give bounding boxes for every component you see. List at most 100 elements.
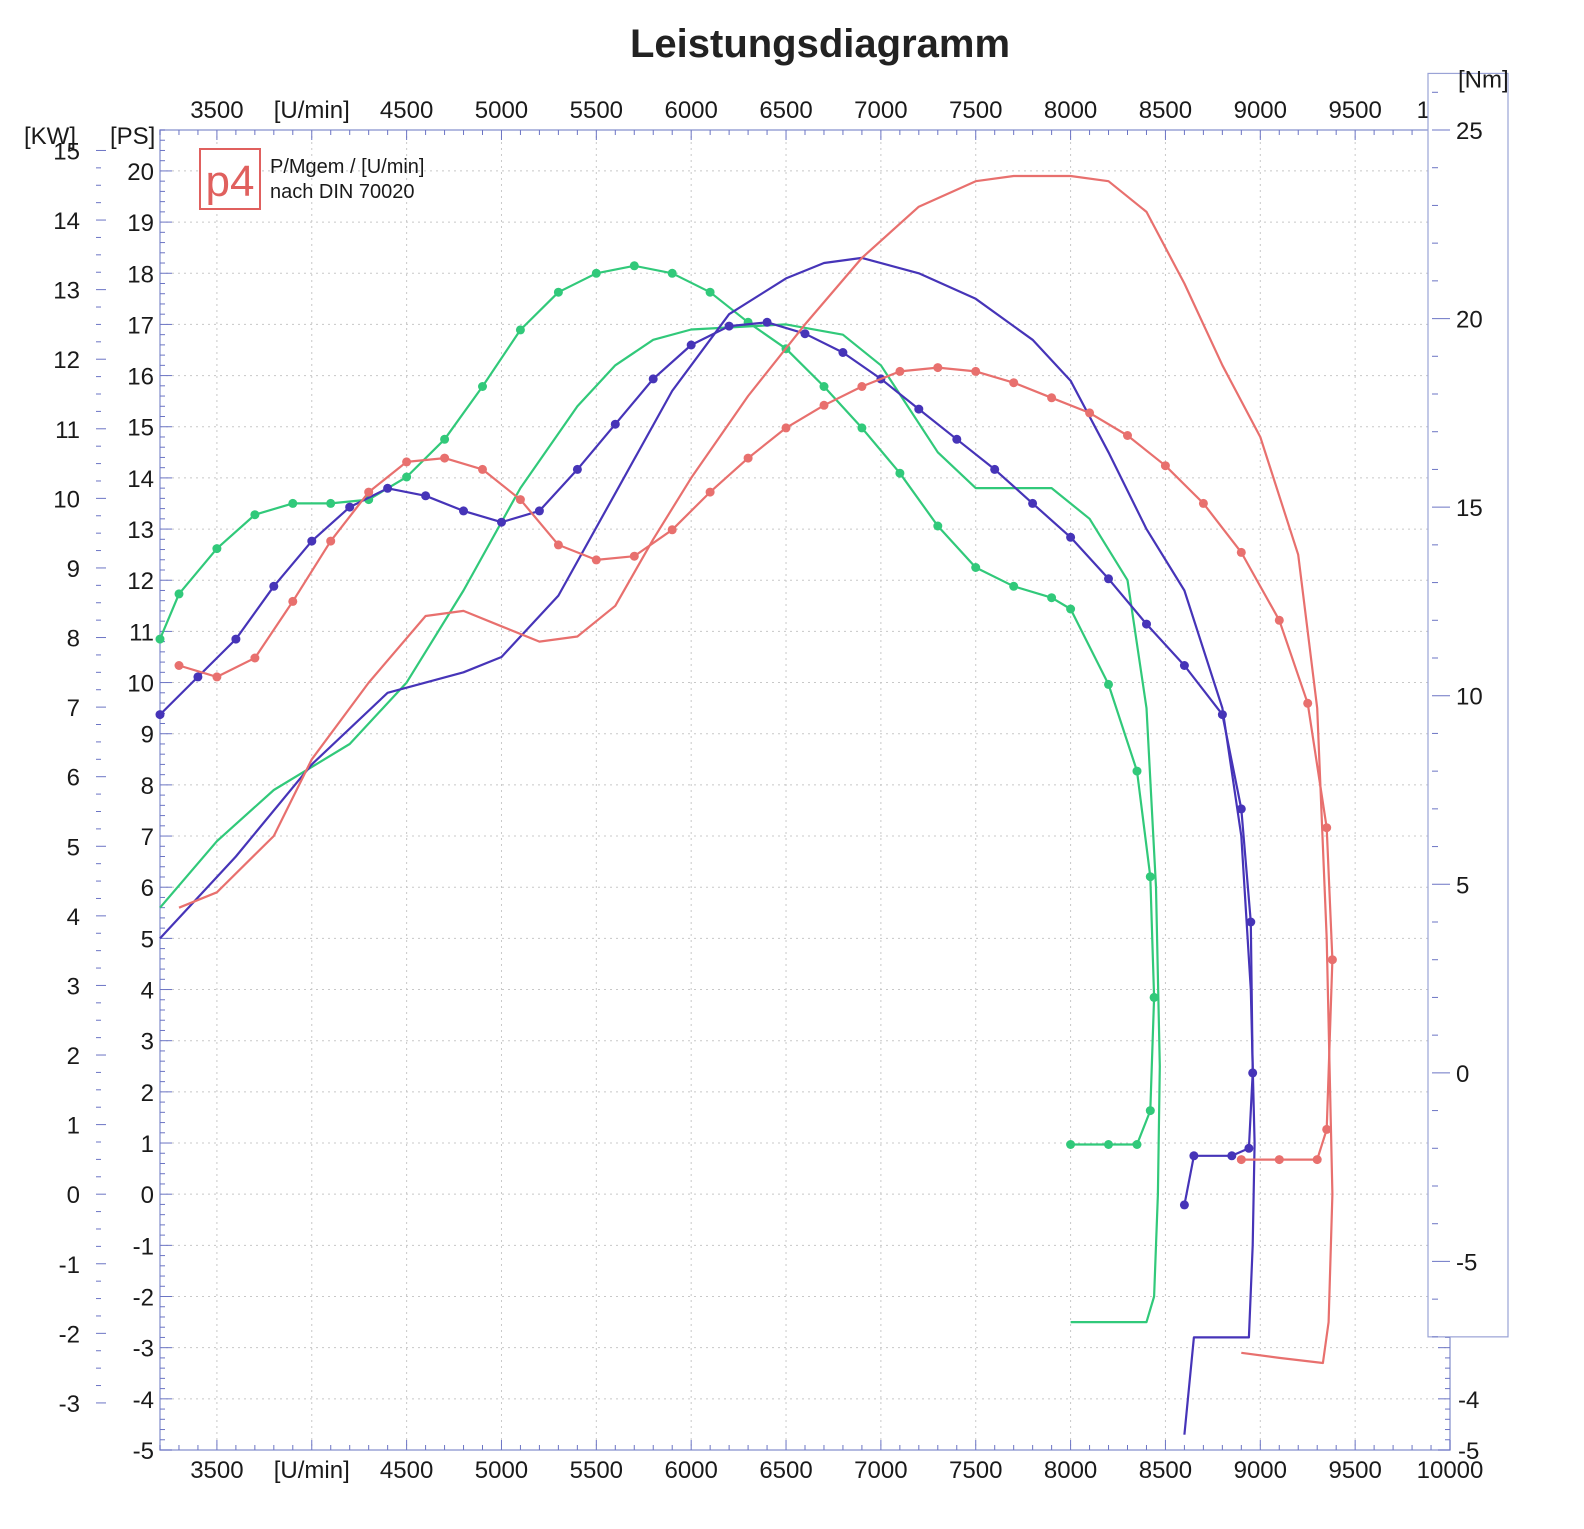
ps-tick-label-left: 6 [141,875,154,902]
chart-title: Leistungsdiagramm [629,22,1011,66]
torque-point-2 [933,363,943,373]
torque-point-1 [383,483,393,493]
ps-tick-label-left: 13 [127,517,154,544]
torque-point-2 [1322,1124,1332,1134]
nm-axis-box [1427,72,1509,1338]
torque-point-2 [1085,408,1095,418]
torque-point-2 [971,366,981,376]
ps-tick-label-left: 2 [141,1080,154,1107]
torque-point-2 [667,525,677,535]
torque-point-1 [1179,1200,1189,1210]
torque-point-2 [781,423,791,433]
torque-point-2 [1322,823,1332,833]
power-curve-2 [178,174,1334,1365]
torque-point-2 [1123,431,1132,440]
kw-tick-label: 0 [67,1182,80,1209]
nm-tick-label: 20 [1456,307,1483,334]
ps-tick-label-left: 3 [141,1029,154,1056]
x-tick-label-bottom: 8000 [1044,1457,1097,1484]
ps-tick-label-right-low: -5 [1458,1438,1479,1465]
torque-point-1 [1066,532,1076,542]
torque-point-1 [534,506,544,516]
x-tick-label-bottom: 4500 [380,1457,433,1484]
x-tick-label-bottom: 9500 [1328,1457,1381,1484]
torque-point-1 [990,464,1000,474]
torque-point-2 [1274,1155,1284,1165]
torque-point-0 [895,468,905,478]
ps-tick-label-right-low: -4 [1458,1387,1479,1414]
ps-tick-label-left: 15 [127,415,154,442]
nm-tick-label: 10 [1456,684,1483,711]
x-tick-label-top: 7000 [854,97,907,124]
x-tick-label-bottom: 5500 [570,1457,623,1484]
ps-tick-label-left: 18 [127,261,154,288]
x-tick-label-bottom: 3500 [190,1457,243,1484]
torque-point-2 [212,672,222,682]
nm-tick-label: 25 [1456,118,1483,145]
x-tick-label-top: 5000 [475,97,528,124]
ps-tick-label-left: 9 [141,722,154,749]
kw-axis-label: [KW] [24,123,76,150]
x-tick-label-top: 6500 [759,97,812,124]
torque-curve-0 [158,264,1156,1146]
torque-point-2 [402,457,412,467]
torque-point-1 [193,672,203,682]
torque-point-1 [686,340,696,350]
torque-point-1 [307,536,317,546]
torque-point-0 [1149,992,1159,1002]
kw-tick-label: 2 [67,1043,80,1070]
nm-axis-label: [Nm] [1458,66,1509,93]
x-tick-label-top: 6000 [664,97,717,124]
torque-point-2 [591,555,601,565]
torque-point-1 [610,419,620,429]
torque-point-0 [174,589,184,599]
torque-point-2 [1236,1155,1246,1165]
nm-tick-label: -5 [1456,1249,1477,1276]
x-tick-label-bottom: 7500 [949,1457,1002,1484]
kw-tick-label: 9 [67,556,80,583]
ps-tick-label-left: 12 [127,568,154,595]
torque-point-0 [629,261,639,271]
torque-point-1 [914,404,924,414]
torque-point-1 [800,329,810,339]
ps-tick-label-left: 7 [141,824,154,851]
x-tick-label-bottom: 7000 [854,1457,907,1484]
torque-point-2 [1274,615,1284,625]
ps-tick-label-left: 20 [127,159,154,186]
x-axis-label-bottom: [U/min] [274,1457,350,1484]
torque-point-2 [364,487,374,497]
torque-point-2 [1160,461,1170,471]
torque-point-1 [724,321,734,331]
kw-tick-label: 1 [67,1113,80,1140]
torque-point-0 [515,325,525,335]
x-tick-label-bottom: 9000 [1234,1457,1287,1484]
kw-tick-label: 7 [67,695,80,722]
kw-tick-label: 15 [53,138,80,165]
x-tick-label-top: 8500 [1139,97,1192,124]
torque-point-2 [1009,378,1019,388]
torque-point-1 [952,434,962,444]
torque-point-1 [1244,1143,1254,1153]
torque-point-2 [819,400,829,410]
torque-point-1 [1028,498,1038,508]
torque-point-1 [459,506,468,516]
torque-point-2 [288,596,298,606]
torque-point-0 [591,268,601,278]
torque-point-0 [553,287,563,297]
torque-point-2 [1047,393,1057,403]
torque-point-2 [174,661,184,670]
torque-point-1 [1189,1151,1199,1161]
legend-line-2: nach DIN 70020 [270,181,415,203]
torque-point-0 [1145,872,1155,882]
torque-curve-1 [159,321,1254,1206]
logo-frame [199,148,261,210]
torque-point-1 [269,581,279,591]
torque-point-2 [250,653,260,663]
torque-point-1 [1246,917,1256,927]
ps-tick-label-left: 0 [141,1182,154,1209]
torque-point-0 [1145,1106,1155,1116]
torque-point-2 [515,495,525,505]
kw-tick-label: 6 [67,765,80,792]
ps-tick-label-left: 11 [129,619,154,646]
